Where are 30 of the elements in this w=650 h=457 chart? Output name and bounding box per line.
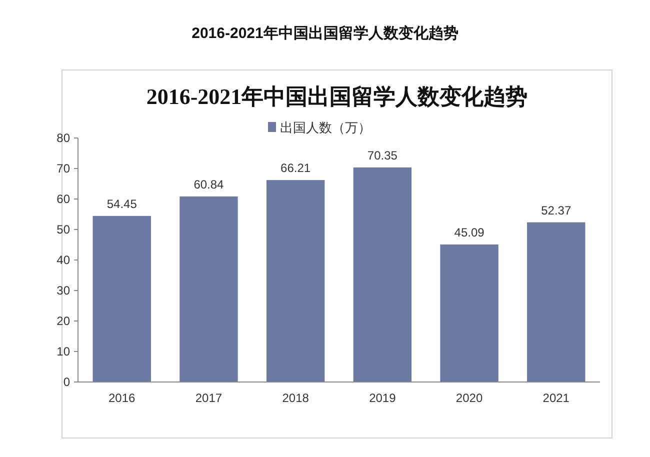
x-tick-label: 2021 bbox=[542, 391, 570, 405]
y-tick-label: 80 bbox=[56, 131, 70, 145]
y-tick-label: 50 bbox=[56, 222, 70, 236]
y-tick-label: 70 bbox=[56, 162, 70, 176]
x-tick-label: 2019 bbox=[369, 391, 396, 405]
bar bbox=[527, 222, 586, 382]
data-label: 52.37 bbox=[541, 203, 572, 218]
bar bbox=[92, 216, 151, 382]
chart-title: 2016-2021年中国出国留学人数变化趋势 bbox=[192, 24, 458, 42]
x-tick-label: 2020 bbox=[456, 391, 483, 405]
data-label: 54.45 bbox=[106, 196, 138, 211]
bar bbox=[353, 167, 412, 382]
y-tick-label: 40 bbox=[56, 253, 70, 267]
y-tick-label: 30 bbox=[56, 284, 70, 298]
bar bbox=[180, 196, 238, 382]
y-tick-label: 10 bbox=[56, 344, 70, 358]
data-label: 60.84 bbox=[194, 177, 224, 192]
y-tick-label: 20 bbox=[56, 314, 70, 328]
bar bbox=[266, 180, 325, 382]
x-tick-label: 2017 bbox=[195, 391, 222, 405]
y-tick-label: 60 bbox=[56, 192, 70, 206]
data-label: 66.21 bbox=[280, 161, 311, 176]
y-tick-label: 0 bbox=[63, 375, 70, 389]
data-label: 45.09 bbox=[454, 225, 485, 240]
legend-label: 出国人数（万） bbox=[280, 120, 371, 135]
x-tick-label: 2016 bbox=[108, 391, 136, 405]
bar bbox=[440, 244, 498, 382]
x-tick-label: 2018 bbox=[282, 391, 310, 405]
chart-subtitle: 2016-2021年中国出国留学人数变化趋势 bbox=[146, 84, 528, 109]
data-label: 70.35 bbox=[367, 148, 398, 162]
